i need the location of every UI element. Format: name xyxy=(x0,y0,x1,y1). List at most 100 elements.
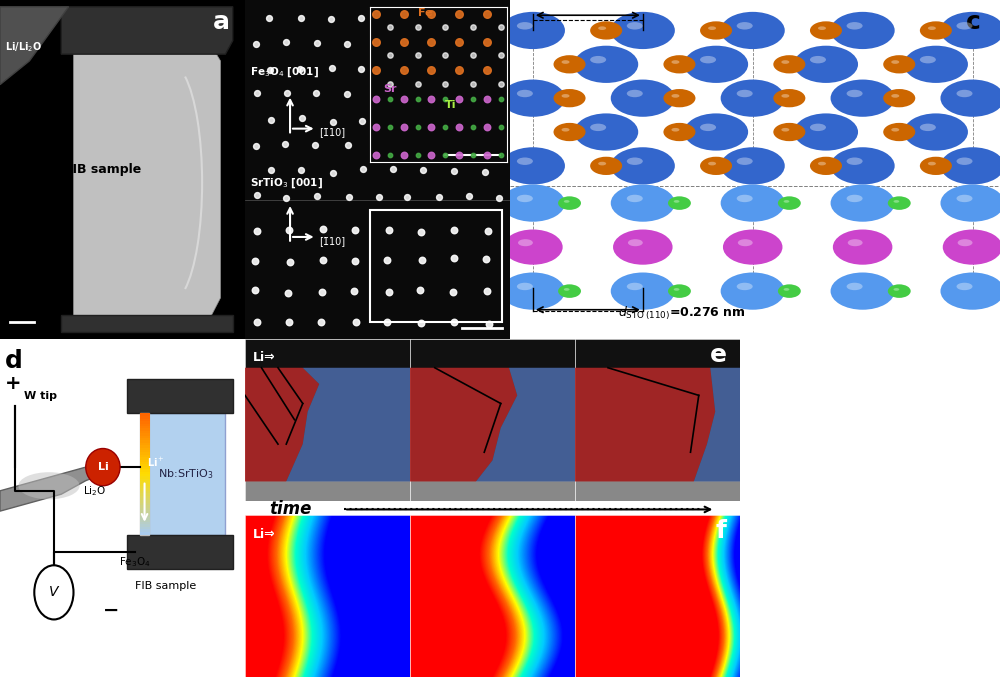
Text: Li: Li xyxy=(98,462,108,472)
Point xyxy=(444,113,460,124)
Point xyxy=(346,286,362,297)
Text: FIB sample: FIB sample xyxy=(135,581,196,591)
Point xyxy=(315,255,331,265)
Point xyxy=(323,14,339,24)
Circle shape xyxy=(34,565,74,619)
Ellipse shape xyxy=(737,90,753,97)
Ellipse shape xyxy=(956,22,973,30)
Text: FIB sample: FIB sample xyxy=(64,162,142,176)
Point xyxy=(308,87,324,98)
Point xyxy=(384,65,400,76)
Point xyxy=(381,224,397,235)
Point xyxy=(481,318,497,329)
Point xyxy=(446,13,462,24)
Polygon shape xyxy=(61,7,233,54)
Ellipse shape xyxy=(700,156,732,175)
Ellipse shape xyxy=(517,283,533,290)
Ellipse shape xyxy=(831,184,895,222)
Point xyxy=(282,257,298,267)
Point xyxy=(399,192,415,202)
Ellipse shape xyxy=(721,12,785,49)
Ellipse shape xyxy=(674,200,679,203)
Polygon shape xyxy=(147,413,225,535)
Point xyxy=(385,164,401,175)
Point xyxy=(381,286,397,297)
Ellipse shape xyxy=(778,284,801,298)
Polygon shape xyxy=(245,338,410,368)
Polygon shape xyxy=(410,481,575,501)
Ellipse shape xyxy=(847,283,863,290)
Point xyxy=(413,318,429,328)
Point xyxy=(460,138,476,149)
Ellipse shape xyxy=(888,284,911,298)
Ellipse shape xyxy=(611,184,675,222)
Ellipse shape xyxy=(833,230,892,265)
Ellipse shape xyxy=(773,123,805,141)
Ellipse shape xyxy=(894,200,899,203)
Point xyxy=(430,39,446,50)
Point xyxy=(400,38,416,49)
Ellipse shape xyxy=(628,239,643,246)
Text: $d_{\mathrm{STO\,(110)}}$=0.276 nm: $d_{\mathrm{STO\,(110)}}$=0.276 nm xyxy=(618,305,745,322)
Text: W tip: W tip xyxy=(24,391,58,401)
Ellipse shape xyxy=(737,195,753,202)
Point xyxy=(369,90,385,101)
Text: Li⇒: Li⇒ xyxy=(253,351,276,364)
Ellipse shape xyxy=(831,79,895,116)
Point xyxy=(263,165,279,175)
Ellipse shape xyxy=(700,56,716,64)
Point xyxy=(353,13,369,24)
Ellipse shape xyxy=(501,148,565,185)
Ellipse shape xyxy=(611,148,675,185)
Point xyxy=(277,139,293,150)
Ellipse shape xyxy=(721,184,785,222)
Ellipse shape xyxy=(562,60,570,64)
Polygon shape xyxy=(0,7,69,85)
Point xyxy=(340,139,356,150)
Ellipse shape xyxy=(920,156,952,175)
Ellipse shape xyxy=(503,230,563,265)
Point xyxy=(280,287,296,298)
Point xyxy=(476,115,492,126)
Polygon shape xyxy=(575,481,740,501)
Point xyxy=(339,38,355,49)
Text: [1̄10]: [1̄10] xyxy=(319,127,345,137)
Text: b: b xyxy=(478,10,496,34)
Point xyxy=(432,140,448,151)
Point xyxy=(249,87,265,98)
Point xyxy=(315,223,331,234)
Text: SrTiO$_3$ [001]: SrTiO$_3$ [001] xyxy=(250,177,323,190)
Point xyxy=(313,317,329,328)
Point xyxy=(379,255,395,265)
Text: Li$_2$O: Li$_2$O xyxy=(83,484,107,498)
Ellipse shape xyxy=(818,26,826,30)
Ellipse shape xyxy=(554,123,586,141)
Ellipse shape xyxy=(891,60,899,64)
Ellipse shape xyxy=(784,288,789,291)
Ellipse shape xyxy=(818,162,826,165)
Ellipse shape xyxy=(940,184,1000,222)
Ellipse shape xyxy=(847,158,863,165)
Point xyxy=(414,15,430,26)
Polygon shape xyxy=(245,368,319,481)
Ellipse shape xyxy=(781,60,789,64)
Point xyxy=(414,116,430,127)
Ellipse shape xyxy=(831,12,895,49)
Point xyxy=(347,224,363,235)
Ellipse shape xyxy=(847,22,863,30)
Ellipse shape xyxy=(611,79,675,116)
Ellipse shape xyxy=(773,89,805,107)
Ellipse shape xyxy=(810,156,842,175)
Ellipse shape xyxy=(883,56,915,74)
Polygon shape xyxy=(476,368,575,481)
Polygon shape xyxy=(127,535,233,569)
Ellipse shape xyxy=(627,283,643,290)
Ellipse shape xyxy=(590,156,622,175)
Ellipse shape xyxy=(928,26,936,30)
Ellipse shape xyxy=(894,288,899,291)
Ellipse shape xyxy=(888,196,911,210)
Ellipse shape xyxy=(784,200,789,203)
Point xyxy=(293,165,309,176)
Point xyxy=(446,63,462,74)
Text: Nb:SrTiO$_3$: Nb:SrTiO$_3$ xyxy=(158,467,214,481)
